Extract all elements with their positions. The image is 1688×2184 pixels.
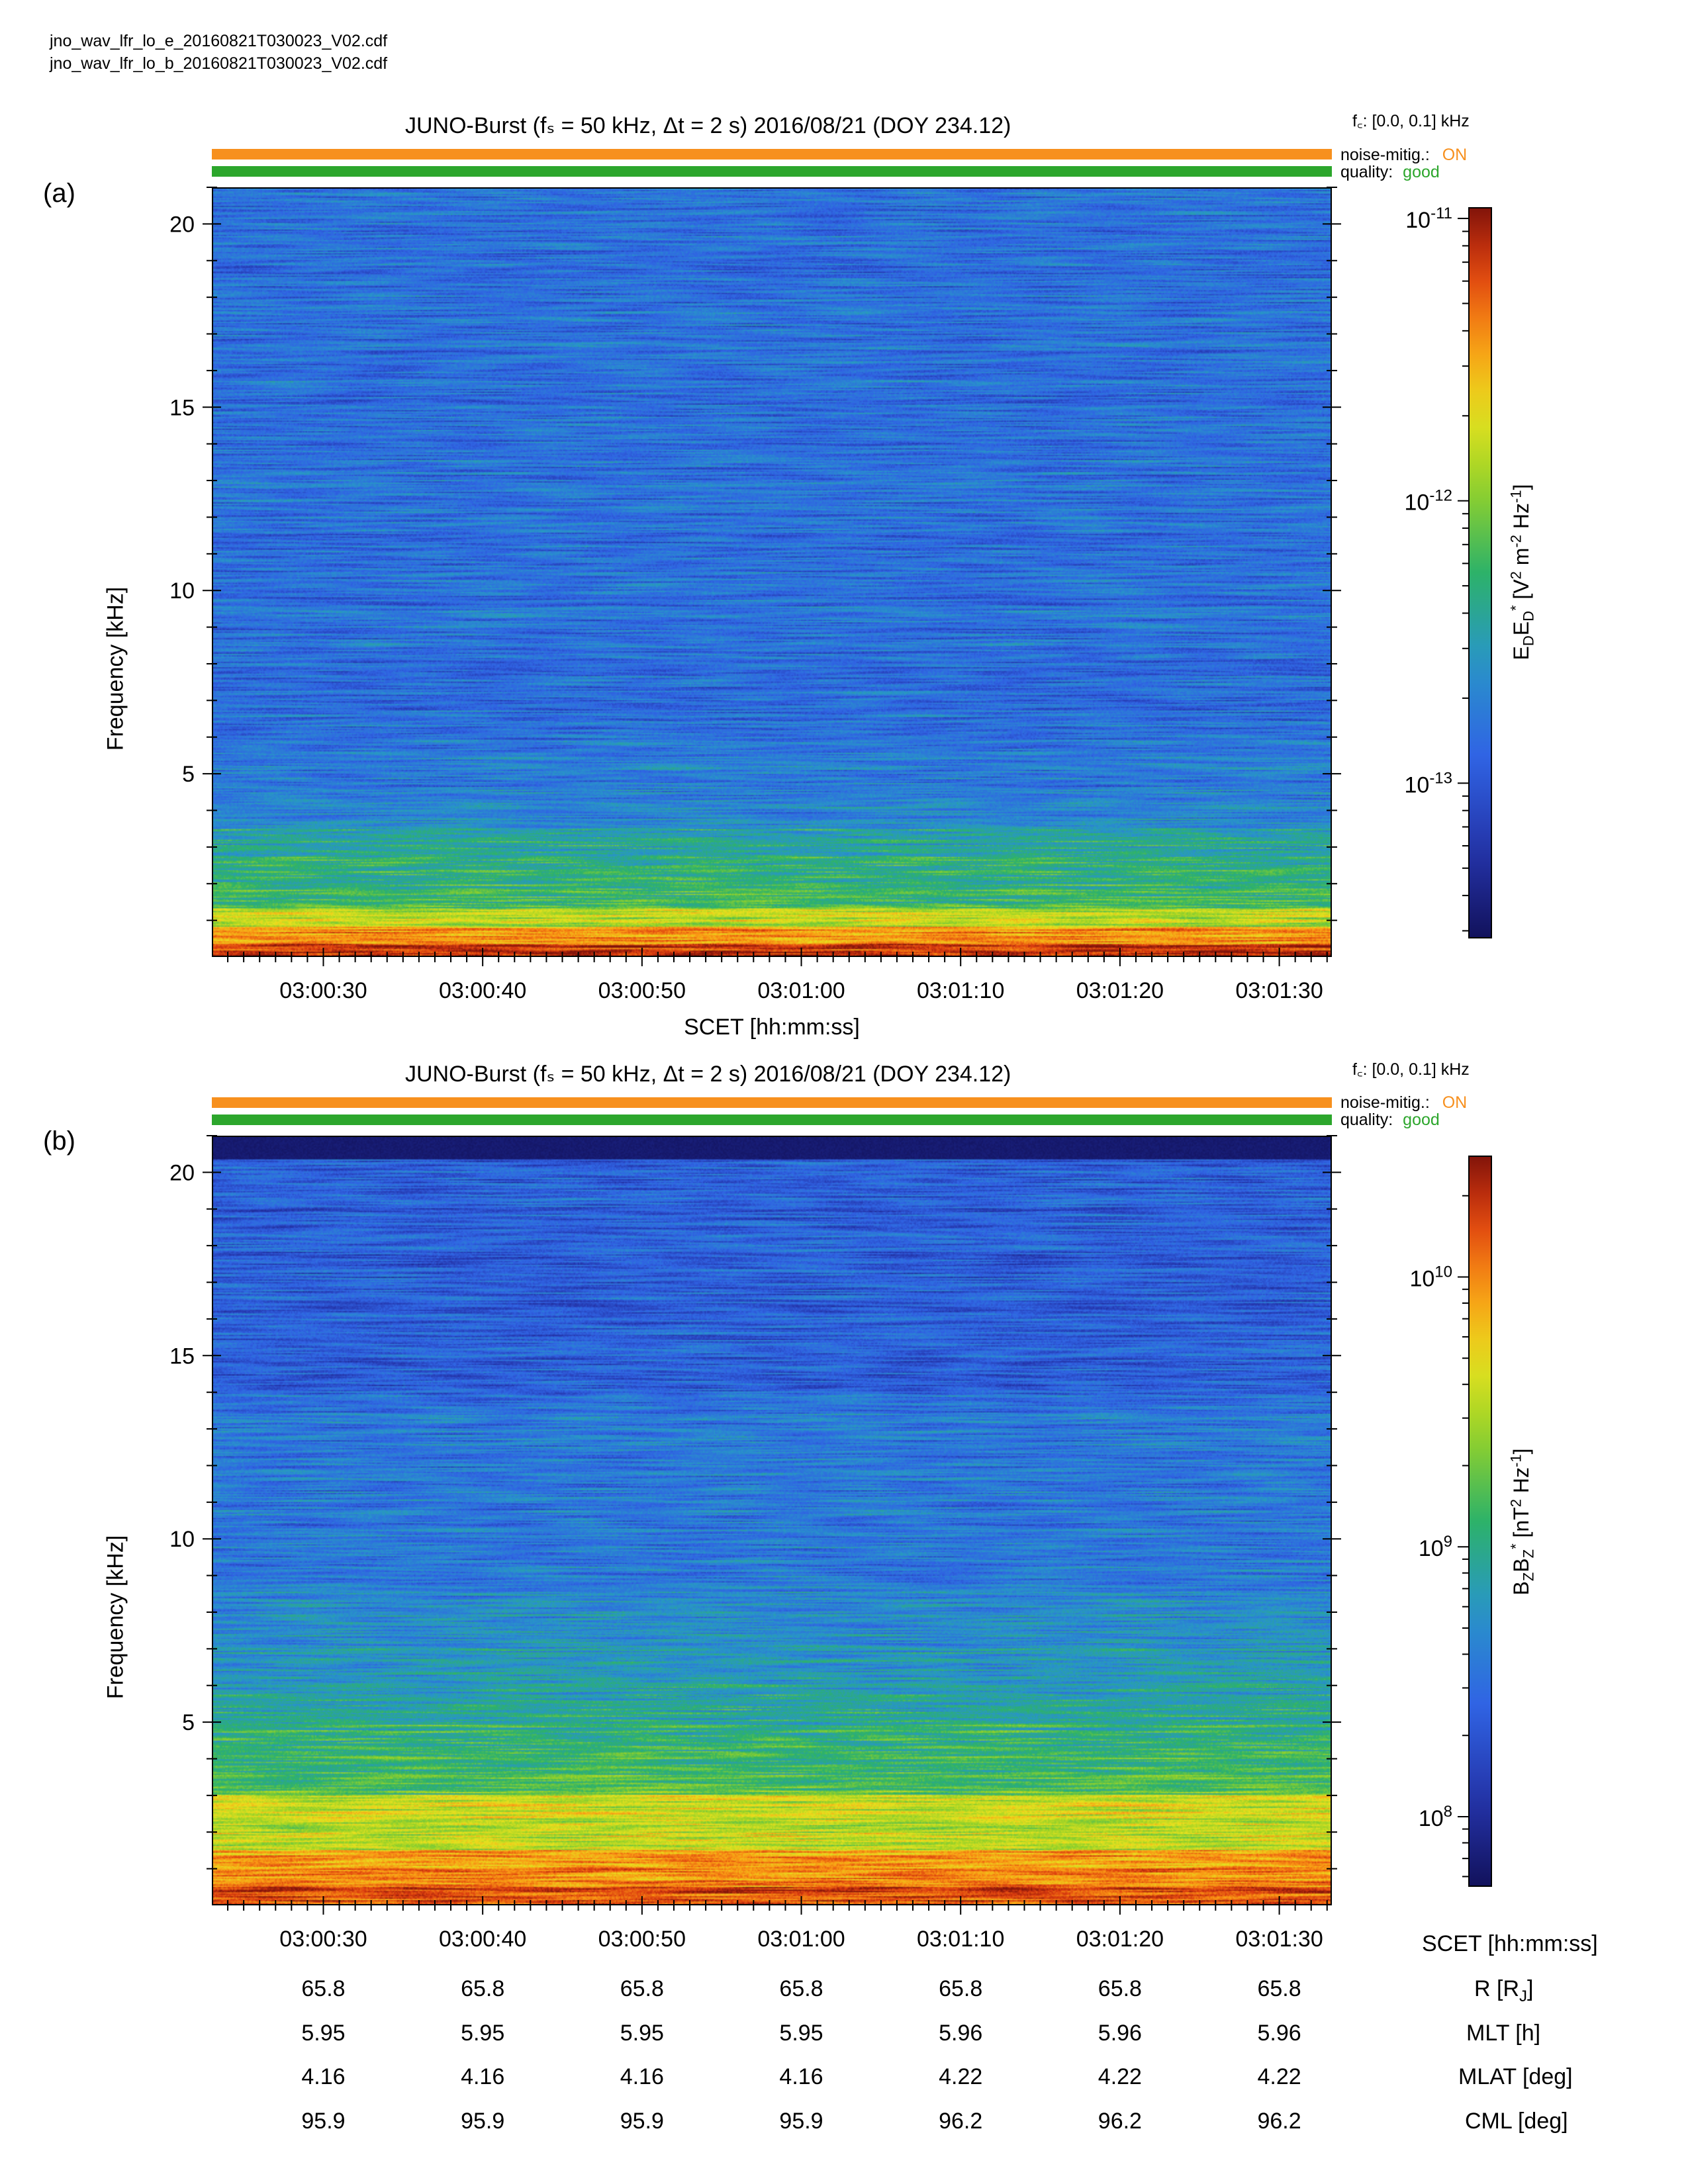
ephem-value: 96.2 [939,2109,983,2134]
ephem-value: 96.2 [1257,2109,1301,2134]
ephem-value: 5.95 [779,2021,823,2046]
x-tick-label: 03:00:50 [598,1927,686,1952]
ephem-value: 65.8 [461,1976,505,2001]
panel-b-spectrogram-canvas [213,1137,1331,1904]
x-tick-label: 03:01:20 [1076,1927,1164,1952]
panel-a-spectrogram [212,187,1332,957]
ephem-value: 4.16 [779,2064,823,2089]
panel-b-noise-status: noise-mitig.: ON [1340,1093,1467,1113]
ephem-value: 65.8 [939,1976,983,2001]
x-tick-label: 03:01:10 [917,978,1004,1003]
ephem-value: 5.95 [301,2021,346,2046]
cbar-tick-label: 1010 [1409,1263,1452,1291]
y-tick-label: 10 [169,578,195,604]
ephem-label-scet: SCET [hh:mm:ss] [1422,1931,1598,1956]
x-tick-label: 03:00:40 [439,978,526,1003]
x-tick-label: 03:00:40 [439,1927,526,1952]
panel-a-label: (a) [43,179,75,208]
panel-a-spectrogram-canvas [213,189,1331,956]
ephem-value: 65.8 [1098,1976,1142,2001]
cbar-tick-label: 10-11 [1405,205,1452,233]
ephem-value: 65.8 [620,1976,664,2001]
y-tick-label: 10 [169,1527,195,1552]
ephem-value: 65.8 [301,1976,346,2001]
panel-a-quality-label: quality: [1340,163,1393,181]
panel-b-title: JUNO-Burst (fₛ = 50 kHz, Δt = 2 s) 2016/… [405,1062,1011,1087]
file-name-b: jno_wav_lfr_lo_b_20160821T030023_V02.cdf [50,54,388,73]
panel-b-quality-bar [212,1115,1332,1125]
panel-a-quality-bar [212,166,1332,177]
x-tick-label: 03:00:50 [598,978,686,1003]
x-tick-label: 03:01:00 [757,1927,845,1952]
ephem-value: 95.9 [779,2109,823,2134]
y-tick-label: 20 [169,212,195,237]
panel-b-fc-text: f꜀: [0.0, 0.1] kHz [1352,1060,1470,1079]
panel-a-noise-label: noise-mitig.: [1340,146,1430,164]
file-name-e: jno_wav_lfr_lo_e_20160821T030023_V02.cdf [50,32,388,50]
panel-a-quality-status: quality: good [1340,163,1440,182]
ephem-value: 4.16 [461,2064,505,2089]
panel-a-noise-value: ON [1442,146,1468,164]
ephem-value: 4.16 [620,2064,664,2089]
x-tick-label: 03:01:30 [1235,1927,1323,1952]
panel-b-noise-value: ON [1442,1093,1468,1112]
x-tick-label: 03:00:30 [279,978,367,1003]
panel-a-noise-status: noise-mitig.: ON [1340,146,1467,165]
panel-a-quality-value: good [1403,163,1440,181]
panel-b-label: (b) [43,1126,75,1156]
ephem-value: 5.96 [1098,2021,1142,2046]
ephem-value: 95.9 [301,2109,346,2134]
ephem-value: 5.96 [939,2021,983,2046]
panel-b-quality-status: quality: good [1340,1111,1440,1130]
cbar-tick-label: 10-12 [1404,487,1452,516]
y-tick-label: 15 [169,395,195,420]
cbar-tick-label: 10-13 [1404,769,1452,797]
cbar-tick-label: 109 [1419,1533,1452,1561]
panel-b-colorbar [1468,1156,1492,1887]
panel-a-title: JUNO-Burst (fₛ = 50 kHz, Δt = 2 s) 2016/… [405,113,1011,138]
y-tick-label: 5 [182,762,195,787]
panel-b-quality-value: good [1403,1111,1440,1129]
ephem-value: 95.9 [620,2109,664,2134]
panel-b-ylabel: Frequency [kHz] [103,1535,128,1699]
y-tick-label: 15 [169,1343,195,1369]
y-tick-label: 5 [182,1710,195,1735]
panel-a-noise-bar [212,149,1332,159]
ephem-value: 65.8 [779,1976,823,2001]
x-tick-label: 03:01:20 [1076,978,1164,1003]
panel-b-noise-label: noise-mitig.: [1340,1093,1430,1112]
x-tick-label: 03:01:00 [757,978,845,1003]
x-tick-label: 03:01:10 [917,1927,1004,1952]
panel-a-xlabel: SCET [hh:mm:ss] [684,1015,860,1040]
ephem-value: 65.8 [1257,1976,1301,2001]
panel-b-cbar-label: BZBZ* [nT2 Hz-1] [1507,1449,1537,1596]
x-tick-label: 03:01:30 [1235,978,1323,1003]
ephem-label-r: R [RJ] [1474,1976,1534,2005]
panel-a-fc-text: f꜀: [0.0, 0.1] kHz [1352,112,1470,130]
y-tick-label: 20 [169,1160,195,1185]
ephem-value: 4.22 [939,2064,983,2089]
cbar-tick-label: 108 [1419,1803,1452,1831]
panel-b-spectrogram [212,1136,1332,1905]
ephem-value: 5.95 [461,2021,505,2046]
panel-b-quality-label: quality: [1340,1111,1393,1129]
ephem-value: 5.96 [1257,2021,1301,2046]
ephem-value: 5.95 [620,2021,664,2046]
ephem-label-mlat: MLAT [deg] [1458,2064,1573,2089]
panel-a-colorbar [1468,207,1492,938]
ephem-label-mlt: MLT [h] [1466,2021,1541,2046]
ephem-value: 4.16 [301,2064,346,2089]
ephem-value: 96.2 [1098,2109,1142,2134]
panel-b-noise-bar [212,1097,1332,1108]
ephem-value: 4.22 [1257,2064,1301,2089]
x-tick-label: 03:00:30 [279,1927,367,1952]
ephem-label-cml: CML [deg] [1465,2109,1568,2134]
ephem-value: 4.22 [1098,2064,1142,2089]
ephem-value: 95.9 [461,2109,505,2134]
